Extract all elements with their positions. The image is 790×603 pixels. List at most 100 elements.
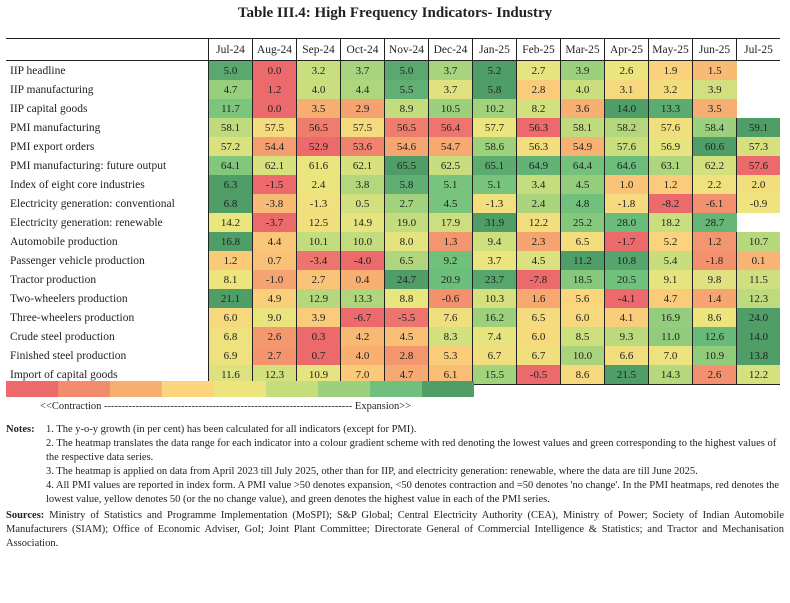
heatmap-cell: 16.8 <box>208 232 253 251</box>
row-label: PMI manufacturing: future output <box>10 159 167 172</box>
heatmap-cell: 6.5 <box>384 251 429 270</box>
heatmap-cell: 54.4 <box>252 137 297 156</box>
row-label: Crude steel production <box>10 330 115 343</box>
heatmap-cell: 65.1 <box>472 156 517 175</box>
heatmap-cell: 58.2 <box>604 118 649 137</box>
table-row: Automobile production 16.8 4.4 10.1 10.0 8.0 1… <box>6 232 780 251</box>
table-row: IIP manufacturing 4.7 1.2 4.0 4.4 5.5 3.7 5.8 2.… <box>6 80 780 99</box>
heatmap-cell: 3.5 <box>692 99 737 118</box>
heatmap-cell: 6.7 <box>472 346 517 365</box>
heatmap-cell: 58.1 <box>208 118 253 137</box>
heatmap-cell: 1.2 <box>252 80 297 99</box>
table-row: IIP headline 5.0 0.0 3.2 3.7 5.0 3.7 5.2 2.7 3.9 2… <box>6 60 781 81</box>
heatmap-cell: 24.0 <box>736 308 780 327</box>
heatmap-cell: 8.9 <box>384 99 429 118</box>
heatmap-cell: 10.0 <box>340 232 385 251</box>
column-header: Jun-25 <box>692 38 737 61</box>
table-row: Index of eight core industries 6.3 -1.5 2.4… <box>6 175 780 194</box>
heatmap-cell: 6.5 <box>516 308 561 327</box>
heatmap-cell: 10.3 <box>472 289 517 308</box>
table-row: Electricity generation: renewable 14.2 -3.… <box>6 213 780 232</box>
heatmap-cell: 13.8 <box>736 346 780 365</box>
heatmap-cell: 2.4 <box>516 194 561 213</box>
heatmap-cell <box>737 99 781 118</box>
heatmap-cell: -6.1 <box>692 194 737 213</box>
row-label: Tractor production <box>10 273 97 286</box>
heatmap-cell: 3.4 <box>516 175 561 194</box>
table-row: PMI manufacturing 58.1 57.5 56.5 57.5 56.5 56.… <box>6 118 780 137</box>
row-label: Index of eight core industries <box>10 178 145 191</box>
heatmap-cell: 2.7 <box>252 346 297 365</box>
heatmap-cell: 2.6 <box>252 327 297 346</box>
heatmap-cell: -0.5 <box>516 365 561 385</box>
heatmap-cell: 7.6 <box>428 308 473 327</box>
heatmap-cell: 6.8 <box>208 327 253 346</box>
heatmap-cell: 4.0 <box>296 80 341 99</box>
heatmap-cell: 5.0 <box>384 60 429 80</box>
heatmap-cell: 3.7 <box>340 60 385 80</box>
heatmap-cell: -1.8 <box>604 194 649 213</box>
heatmap-cell: 4.2 <box>340 327 385 346</box>
heatmap-cell: 59.1 <box>736 118 780 137</box>
row-label: Two-wheelers production <box>10 292 128 305</box>
heatmap-cell: 21.5 <box>604 365 649 385</box>
heatmap-cell: 10.9 <box>296 365 341 385</box>
heatmap-cell: 1.2 <box>208 251 253 270</box>
heatmap-cell: 62.1 <box>252 156 297 175</box>
heatmap-cell: 24.7 <box>384 270 429 289</box>
heatmap-cell: 1.4 <box>692 289 737 308</box>
heatmap-cell: 57.6 <box>648 118 693 137</box>
table-row: Finished steel production 6.9 2.7 0.7 4.0 2.8… <box>6 346 780 365</box>
heatmap-cell: -8.2 <box>648 194 693 213</box>
heatmap-cell: 13.3 <box>648 99 693 118</box>
heatmap-cell: 5.4 <box>648 251 693 270</box>
heatmap-cell: 57.2 <box>208 137 253 156</box>
row-label: Electricity generation: conventional <box>10 197 175 210</box>
row-label: IIP headline <box>10 64 66 77</box>
heatmap-cell: 5.1 <box>428 175 473 194</box>
heatmap-cell: 4.1 <box>604 308 649 327</box>
legend-swatch <box>318 381 370 397</box>
column-header: Mar-25 <box>560 38 605 61</box>
legend-swatch <box>370 381 422 397</box>
heatmap-cell: 4.0 <box>560 80 605 99</box>
heatmap-cell: 1.2 <box>692 232 737 251</box>
heatmap-cell: 56.5 <box>384 118 429 137</box>
heatmap-cell: 57.5 <box>252 118 297 137</box>
heatmap-cell: 64.9 <box>516 156 561 175</box>
heatmap-cell: 10.1 <box>296 232 341 251</box>
column-header: Jul-25 <box>736 38 780 61</box>
table-row: Two-wheelers production 21.1 4.9 12.9 13.3 8.… <box>6 289 780 308</box>
heatmap-cell: 54.9 <box>560 137 605 156</box>
heatmap-cell: -5.5 <box>384 308 429 327</box>
heatmap-cell: 6.9 <box>208 346 253 365</box>
heatmap-cell: 2.7 <box>384 194 429 213</box>
note-3: 3. The heatmap is applied on data from A… <box>46 466 698 477</box>
heatmap-cell: 56.3 <box>516 137 561 156</box>
heatmap-cell: 14.0 <box>604 99 649 118</box>
row-label: Electricity generation: renewable <box>10 216 163 229</box>
heatmap-cell: 62.1 <box>340 156 385 175</box>
heatmap-cell: 10.2 <box>472 99 517 118</box>
heatmap-cell: 28.0 <box>604 213 649 232</box>
heatmap-cell: -0.6 <box>428 289 473 308</box>
heatmap-cell: 0.5 <box>340 194 385 213</box>
color-legend <box>6 381 474 397</box>
column-header: Aug-24 <box>252 38 297 61</box>
sources-text: Ministry of Statistics and Programme Imp… <box>6 510 784 549</box>
heatmap-cell: 3.2 <box>648 80 693 99</box>
heatmap-cell <box>737 61 781 81</box>
heatmap-cell: 8.5 <box>560 327 605 346</box>
heatmap-cell: 52.9 <box>296 137 341 156</box>
note-2: 2. The heatmap translates the data range… <box>46 438 777 463</box>
heatmap-cell: 62.5 <box>428 156 473 175</box>
heatmap-cell: 64.1 <box>208 156 253 175</box>
legend-swatch <box>266 381 318 397</box>
heatmap-cell: 5.1 <box>472 175 517 194</box>
heatmap-cell: 11.5 <box>736 270 780 289</box>
heatmap-cell <box>737 80 781 99</box>
heatmap-cell: 0.7 <box>252 251 297 270</box>
heatmap-cell: 6.7 <box>516 346 561 365</box>
heatmap-cell: 14.2 <box>208 213 253 232</box>
heatmap-cell: -3.8 <box>252 194 297 213</box>
